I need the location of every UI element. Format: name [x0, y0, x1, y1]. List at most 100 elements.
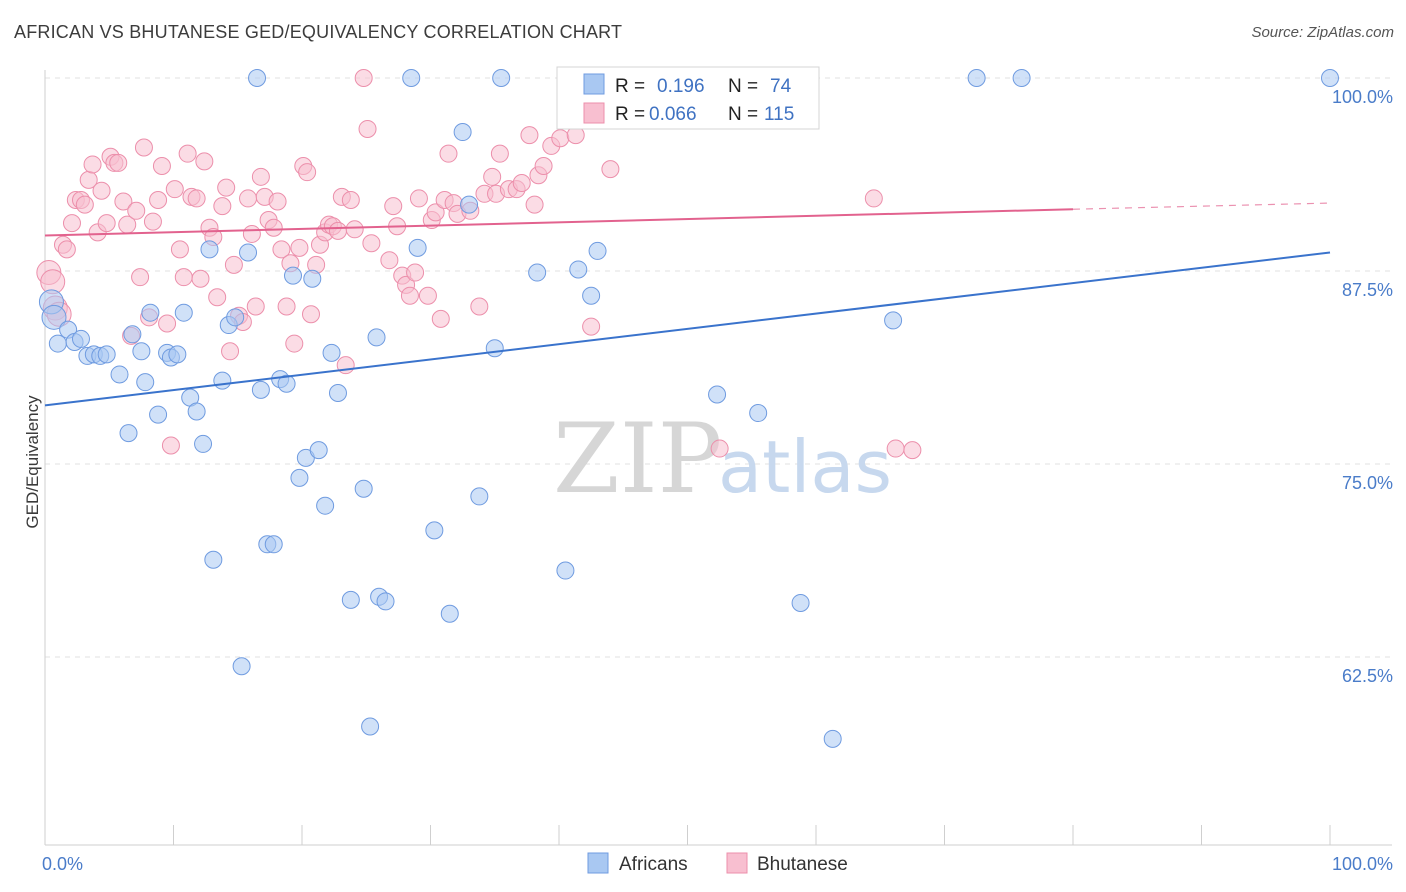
- african-point-12: [71, 329, 90, 348]
- y-axis-label: GED/Equivalency: [23, 395, 42, 529]
- stats-r-value-africans: 0.196: [657, 76, 705, 97]
- african-point-43: [284, 266, 303, 285]
- bhutanese-point-110: [601, 160, 620, 179]
- bhutanese-point-23: [134, 138, 153, 157]
- bhutanese-point-83: [409, 189, 428, 208]
- y-tick-label-0: 100.0%: [1332, 87, 1393, 107]
- african-point-17: [110, 365, 129, 384]
- bhutanese-point-101: [520, 126, 539, 145]
- bhutanese-point-89: [439, 144, 458, 163]
- bhutanese-point-82: [406, 263, 425, 282]
- bhutanese-point-36: [191, 269, 210, 288]
- african-point-1: [402, 69, 421, 87]
- bhutanese-point-109: [582, 317, 601, 336]
- stats-r-label-bhutanese: R =: [615, 104, 645, 125]
- bhutanese-point-25: [143, 212, 162, 231]
- african-point-73: [884, 311, 903, 330]
- african-point-18: [119, 424, 138, 443]
- bhutanese-point-41: [213, 197, 232, 216]
- legend-swatch-bhutanese: [726, 852, 748, 874]
- africans-trend-line: [44, 251, 1331, 407]
- y-tick-label-3: 62.5%: [1342, 666, 1393, 686]
- bhutanese-point-29: [161, 436, 180, 455]
- bhutanese-point-97: [490, 144, 509, 163]
- african-point-48: [316, 496, 335, 515]
- african-point-58: [425, 521, 444, 540]
- stats-r-value-bhutanese: 0.066: [649, 104, 697, 125]
- african-point-62: [470, 487, 489, 506]
- bhutanese-point-113: [886, 439, 905, 458]
- bhutanese-point-40: [208, 288, 227, 307]
- african-point-49: [322, 343, 341, 362]
- african-point-68: [588, 241, 607, 260]
- african-point-50: [328, 383, 347, 402]
- african-point-23: [149, 405, 168, 424]
- bhutanese-point-77: [384, 197, 403, 216]
- african-point-33: [213, 371, 232, 390]
- african-point-71: [791, 593, 810, 612]
- bhutanese-point-76: [380, 251, 399, 270]
- african-point-69: [708, 385, 727, 404]
- bhutanese-point-68: [328, 221, 347, 240]
- bhutanese-points: [36, 69, 922, 460]
- african-point-30: [194, 434, 213, 453]
- african-point-8: [41, 304, 67, 330]
- bhutanese-point-13: [92, 181, 111, 200]
- legend-label-bhutanese: Bhutanese: [757, 854, 848, 875]
- x-tick-label-1: 100.0%: [1332, 854, 1393, 874]
- stats-n-value-africans: 74: [770, 76, 792, 97]
- bhutanese-point-75: [362, 234, 381, 253]
- african-point-37: [239, 243, 258, 262]
- bhutanese-point-26: [149, 190, 168, 209]
- bhutanese-point-95: [483, 167, 502, 186]
- bhutanese-point-61: [298, 163, 317, 182]
- bhutanese-point-44: [224, 255, 243, 274]
- bhutanese-point-73: [354, 69, 373, 87]
- x-tick-label-0: 0.0%: [42, 854, 83, 874]
- african-point-27: [174, 303, 193, 322]
- african-point-65: [556, 561, 575, 580]
- african-point-38: [251, 380, 270, 399]
- grid-lines: [45, 77, 1390, 658]
- bhutanese-point-22: [131, 268, 150, 287]
- african-point-67: [582, 286, 601, 305]
- bhutanese-point-84: [418, 286, 437, 305]
- y-tick-label-2: 75.0%: [1342, 473, 1393, 493]
- african-point-66: [569, 260, 588, 279]
- stats-swatch-bhutanese: [583, 102, 605, 124]
- axes: [44, 70, 1392, 846]
- african-point-56: [376, 592, 395, 611]
- bhutanese-point-93: [470, 297, 489, 316]
- bhutanese-point-35: [187, 189, 206, 208]
- bhutanese-point-32: [174, 268, 193, 287]
- african-point-20: [132, 342, 151, 361]
- bhutanese-trend-extension: [1072, 202, 1331, 210]
- bhutanese-point-112: [864, 189, 883, 208]
- bhutanese-point-74: [358, 119, 377, 138]
- chart-source: Source: ZipAtlas.com: [1251, 24, 1394, 41]
- african-point-29: [187, 402, 206, 421]
- legend-label-africans: Africans: [619, 854, 688, 875]
- african-point-31: [200, 240, 219, 259]
- bhutanese-point-59: [290, 238, 309, 257]
- bhutanese-point-111: [710, 439, 729, 458]
- bhutanese-point-53: [264, 218, 283, 237]
- african-point-21: [136, 373, 155, 392]
- african-point-42: [277, 374, 296, 393]
- stats-box: R = 0.196 N = 74 R = 0.066 N = 115: [556, 66, 820, 130]
- bhutanese-point-17: [109, 153, 128, 172]
- stats-n-label-bhutanese: N =: [728, 104, 758, 125]
- bhutanese-trend-line: [44, 208, 1074, 237]
- stats-r-label-africans: R =: [615, 76, 645, 97]
- tick-labels: 100.0% 87.5% 75.0% 62.5% 0.0% 100.0%: [42, 87, 1393, 874]
- bhutanese-point-11: [83, 155, 102, 174]
- african-point-57: [408, 238, 427, 257]
- watermark-zip: ZIP: [553, 403, 722, 515]
- bhutanese-point-54: [268, 192, 287, 211]
- african-point-63: [485, 339, 504, 358]
- bhutanese-point-28: [158, 314, 177, 333]
- african-point-2: [492, 69, 511, 87]
- bhutanese-point-62: [301, 305, 320, 324]
- bhutanese-point-47: [239, 189, 258, 208]
- bhutanese-point-86: [426, 203, 445, 222]
